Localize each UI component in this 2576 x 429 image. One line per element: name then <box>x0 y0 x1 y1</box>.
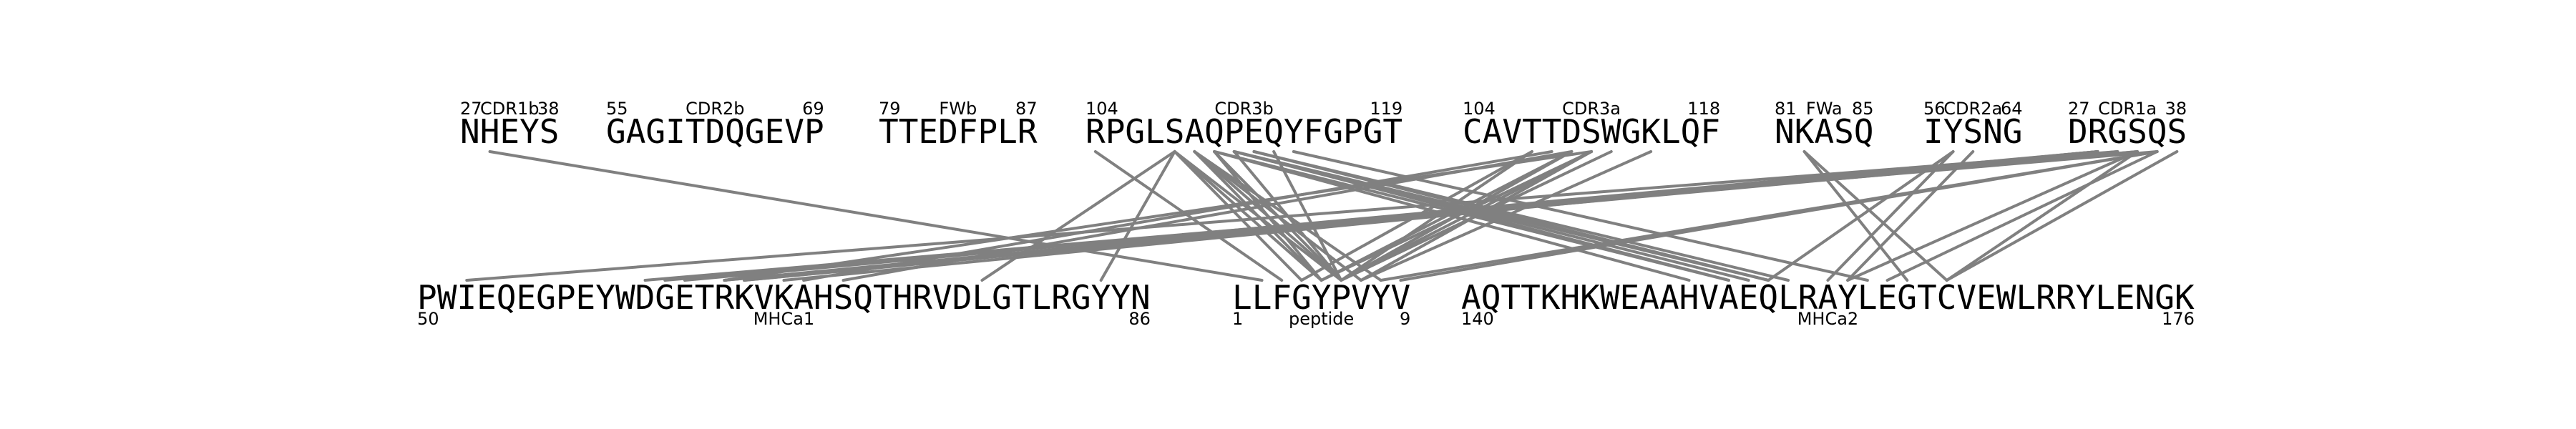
end-residue-number: 69 <box>802 99 824 119</box>
segment-label: CDR3a <box>1562 99 1621 119</box>
start-residue-number: 104 <box>1463 99 1496 119</box>
contact-line <box>1319 150 1594 282</box>
contact-lines <box>465 150 2179 282</box>
start-residue-number: 55 <box>606 99 628 119</box>
contact-line <box>465 150 2119 282</box>
segment-label: FWb <box>939 99 977 119</box>
start-residue-number: 27 <box>2068 99 2090 119</box>
contact-line <box>1945 150 2139 282</box>
start-residue-number: 27 <box>460 99 482 119</box>
sequence-text: AQTTKHKWEAAHVAEQLRAYLEGTCVEWLRRYLENGK <box>1461 278 2195 317</box>
sequence-text: PWIEQEGPEYWDGETRKVKAHSQTHRVDLGTLRGYYN <box>417 278 1151 317</box>
segment-label: peptide <box>1289 309 1354 329</box>
contact-line <box>643 150 2159 282</box>
sequence-text: NKASQ <box>1775 112 1873 151</box>
start-residue-number: 56 <box>1923 99 1946 119</box>
segment-label: MHCa1 <box>753 309 815 329</box>
start-residue-number: 140 <box>1461 309 1494 329</box>
sequence-text: LLFGYPVYV <box>1232 278 1410 317</box>
end-residue-number: 64 <box>2001 99 2023 119</box>
start-residue-number: 1 <box>1232 309 1243 329</box>
start-residue-number: 79 <box>879 99 901 119</box>
end-residue-number: 38 <box>537 99 560 119</box>
contact-line <box>1826 150 1955 282</box>
segment-label: CDR2a <box>1943 99 2002 119</box>
sequence-text: GAGITDQGEVP <box>606 112 824 151</box>
end-residue-number: 85 <box>1852 99 1874 119</box>
contact-line <box>1173 150 1303 282</box>
segment-label: CDR2b <box>686 99 744 119</box>
sequence-text: IYSNG <box>1923 112 2022 151</box>
contact-line <box>1099 150 1176 282</box>
contact-line <box>1885 150 2159 282</box>
start-residue-number: 81 <box>1775 99 1797 119</box>
segment-label: CDR1a <box>2098 99 2157 119</box>
sequence-text: DRGSQS <box>2068 112 2187 151</box>
end-residue-number: 119 <box>1370 99 1402 119</box>
end-residue-number: 87 <box>1015 99 1038 119</box>
segment-label: CDR1b <box>480 99 539 119</box>
contact-line <box>1360 150 1653 282</box>
contact-line <box>1340 150 1613 282</box>
contact-line <box>1213 150 1323 282</box>
sequence-text: CAVTTDSWGKLQF <box>1463 112 1720 151</box>
contact-line <box>1252 150 1790 282</box>
end-residue-number: 9 <box>1400 309 1410 329</box>
segment-label: FWa <box>1806 99 1843 119</box>
contact-line <box>723 150 1594 282</box>
contact-line <box>1173 150 1323 282</box>
sequence-text: TTEDFPLR <box>879 112 1038 151</box>
end-residue-number: 118 <box>1687 99 1720 119</box>
contact-line <box>488 150 1264 282</box>
contact-line <box>1767 150 1955 282</box>
contact-line <box>1093 150 1284 282</box>
start-residue-number: 104 <box>1085 99 1118 119</box>
contact-line <box>1399 150 2159 282</box>
contact-line <box>1945 150 2179 282</box>
contact-line <box>1193 150 1323 282</box>
end-residue-number: 86 <box>1128 309 1151 329</box>
contact-line <box>1846 150 2139 282</box>
contact-line <box>1292 150 1869 282</box>
start-residue-number: 50 <box>417 309 439 329</box>
contact-line <box>1802 150 1909 282</box>
segment-label: MHCa2 <box>1797 309 1859 329</box>
sequence-text: RPGLSAQPEQYFGPGT <box>1085 112 1402 151</box>
pmhc-segment-mhca2: AQTTKHKWEAAHVAEQLRAYLEGTCVEWLRRYLENGK140… <box>1461 278 2195 329</box>
contact-line <box>1846 150 1975 282</box>
end-residue-number: 38 <box>2165 99 2187 119</box>
segment-label: CDR3b <box>1214 99 1273 119</box>
sequence-text: NHEYS <box>460 112 559 151</box>
end-residue-number: 176 <box>2162 309 2195 329</box>
